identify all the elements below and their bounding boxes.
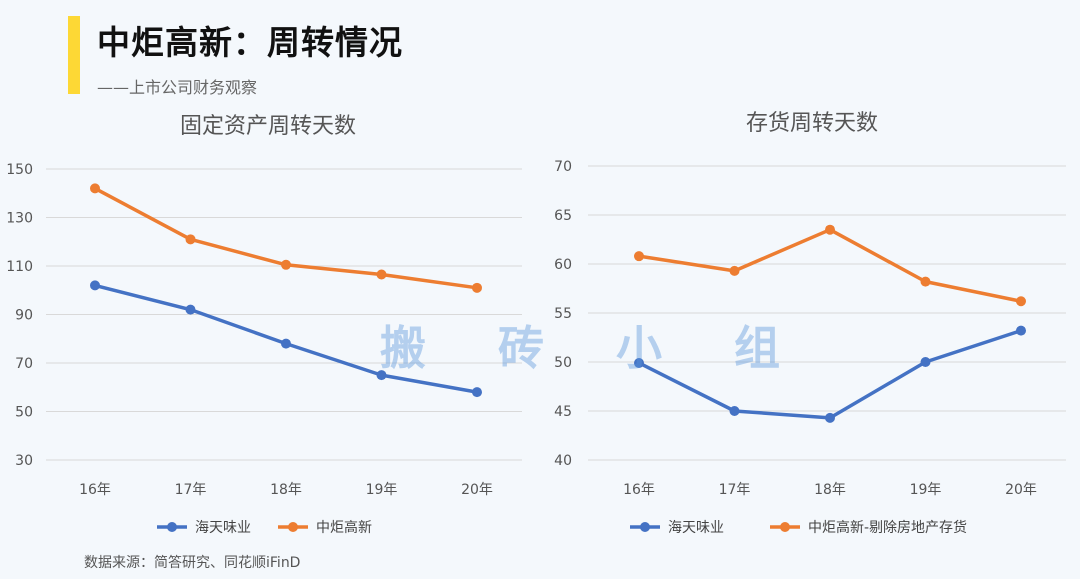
- inventory-data-point: [634, 357, 644, 368]
- fixed-legend-swatch-dot: [167, 522, 177, 532]
- inventory-data-point: [825, 224, 835, 235]
- title-accent-bar: [68, 16, 80, 94]
- inventory-x-tick-label: 18年: [814, 482, 846, 498]
- inventory-y-tick-label: 65: [554, 208, 572, 224]
- inventory-y-tick-label: 40: [554, 453, 572, 469]
- fixed-data-point: [185, 304, 196, 315]
- fixed-y-tick-label: 70: [15, 356, 33, 372]
- fixed-data-point: [472, 282, 482, 293]
- fixed-data-point: [472, 387, 482, 398]
- fixed-x-tick-label: 19年: [366, 482, 398, 498]
- inventory-x-tick-label: 19年: [910, 482, 942, 498]
- inventory-data-point: [825, 412, 835, 423]
- inventory-data-point: [634, 251, 644, 262]
- inventory-data-point: [920, 276, 931, 287]
- fixed-y-tick-label: 130: [6, 211, 33, 227]
- page-title: 中炬高新：周转情况: [97, 23, 403, 62]
- fixed-legend-swatch-dot: [288, 522, 298, 532]
- fixed-data-point: [90, 280, 100, 291]
- fixed-data-point: [281, 338, 291, 349]
- inventory-legend-swatch-dot: [780, 522, 790, 532]
- fixed-y-tick-label: 150: [6, 162, 33, 178]
- inventory-x-tick-label: 17年: [719, 482, 751, 498]
- fixed-x-tick-label: 17年: [175, 482, 207, 498]
- data-source-note: 数据来源：简答研究、同花顺iFinD: [84, 555, 301, 571]
- inventory-y-tick-label: 55: [554, 306, 572, 322]
- inventory-y-tick-label: 50: [554, 355, 572, 371]
- inventory-series-line-2: [637, 227, 1023, 303]
- fixed-y-tick-label: 50: [15, 405, 33, 421]
- inventory-legend-swatch-dot: [640, 522, 650, 532]
- fixed-data-point: [90, 183, 100, 194]
- fixed-legend-label: 海天味业: [195, 520, 251, 536]
- fixed-asset-turnover-chart: 固定资产周转天数 150 130 110 90 70 50 30 16年 17年 18年 19年 20年…: [6, 114, 522, 536]
- inventory-x-tick-label: 16年: [623, 482, 655, 498]
- page-subtitle: ——上市公司财务观察: [97, 78, 258, 97]
- fixed-y-tick-label: 90: [15, 308, 33, 324]
- inventory-y-tick-label: 45: [554, 404, 572, 420]
- inventory-y-tick-label: 70: [554, 159, 572, 175]
- inventory-legend-label: 中炬高新-剔除房地产存货: [808, 519, 967, 536]
- fixed-x-tick-label: 20年: [461, 482, 493, 498]
- inventory-legend-label: 海天味业: [668, 520, 724, 536]
- fixed-data-point: [376, 269, 387, 280]
- fixed-legend-label: 中炬高新: [316, 519, 372, 536]
- inventory-series-line-1: [637, 328, 1023, 420]
- inventory-x-tick-label: 20年: [1005, 482, 1037, 498]
- inventory-data-point: [729, 406, 740, 416]
- fixed-y-tick-label: 110: [6, 259, 33, 275]
- fixed-data-point: [376, 370, 387, 381]
- inventory-chart-title: 存货周转天数: [746, 111, 878, 136]
- fixed-chart-title: 固定资产周转天数: [180, 114, 356, 139]
- inventory-y-tick-label: 60: [554, 257, 572, 273]
- fixed-x-tick-label: 18年: [270, 482, 302, 498]
- fixed-data-point: [185, 234, 196, 245]
- inventory-data-point: [1016, 325, 1026, 336]
- fixed-data-point: [281, 259, 291, 270]
- inventory-data-point: [729, 265, 740, 276]
- fixed-x-tick-label: 16年: [79, 482, 111, 498]
- fixed-y-tick-label: 30: [15, 453, 33, 469]
- inventory-data-point: [1016, 296, 1026, 307]
- inventory-data-point: [920, 357, 931, 367]
